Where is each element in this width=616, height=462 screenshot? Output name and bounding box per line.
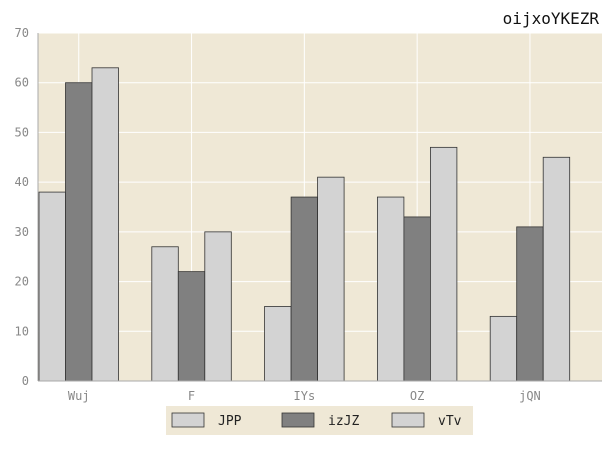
bar-vTv-F — [204, 231, 232, 382]
bar-JPP-OZ — [376, 196, 405, 382]
x-tick-label: jQN — [519, 389, 541, 403]
bar-JPP-IYs — [264, 306, 292, 382]
legend-label-vTv: vTv — [438, 414, 462, 429]
bar-JPP-F — [151, 246, 179, 382]
legend-box — [166, 406, 473, 435]
legend-label-izJZ: izJZ — [328, 414, 359, 429]
x-tick-label: IYs — [294, 389, 316, 403]
bar-izJZ-jQN — [516, 226, 544, 382]
y-tick-label: 0 — [22, 374, 29, 388]
bar-vTv-IYs — [317, 176, 345, 382]
x-tick-label: OZ — [410, 389, 424, 403]
y-tick-label: 40 — [15, 175, 29, 189]
chart-title: oijxoYKEZR — [503, 9, 600, 28]
y-tick-label: 60 — [15, 76, 29, 90]
y-tick-label: 20 — [15, 275, 29, 289]
legend-label-JPP: JPP — [218, 414, 242, 429]
bar-izJZ-IYs — [290, 196, 319, 382]
bar-izJZ-Wuj — [65, 82, 93, 382]
bar-JPP-jQN — [489, 315, 518, 382]
bar-vTv-OZ — [429, 146, 458, 382]
legend-swatch-vTv — [391, 412, 425, 428]
legend-swatch-izJZ — [281, 412, 315, 428]
y-tick-label: 50 — [15, 125, 29, 139]
x-tick-label: F — [188, 389, 195, 403]
bar-vTv-Wuj — [91, 67, 119, 382]
y-tick-label: 70 — [15, 26, 29, 40]
bar-izJZ-OZ — [403, 216, 431, 382]
bar-JPP-Wuj — [38, 191, 66, 382]
y-tick-label: 10 — [15, 324, 29, 338]
y-tick-label: 30 — [15, 225, 29, 239]
x-tick-label: Wuj — [68, 389, 90, 403]
bar-izJZ-F — [177, 271, 206, 382]
bar-vTv-jQN — [542, 156, 571, 382]
legend-swatch-JPP — [171, 412, 205, 428]
